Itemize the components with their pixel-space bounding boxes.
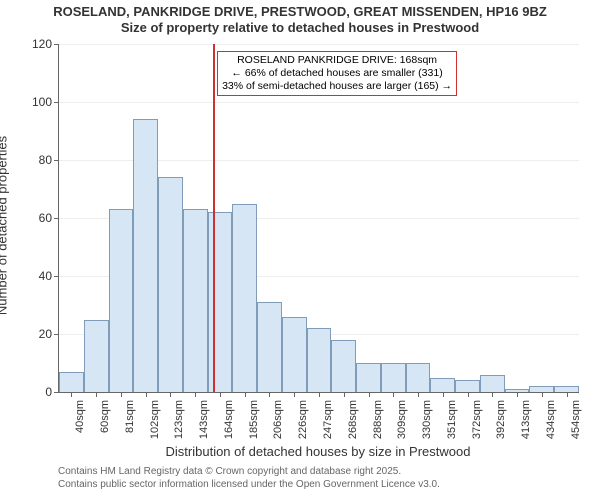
histogram-bar <box>381 363 406 392</box>
ytick-mark <box>54 334 59 335</box>
title-line-2: Size of property relative to detached ho… <box>0 20 600 36</box>
xtick-label: 226sqm <box>297 400 309 439</box>
xtick-label: 413sqm <box>520 400 532 439</box>
xtick-mark <box>170 392 171 397</box>
ytick-mark <box>54 102 59 103</box>
ytick-mark <box>54 160 59 161</box>
xtick-label: 164sqm <box>223 400 235 439</box>
annotation-box: ROSELAND PANKRIDGE DRIVE: 168sqm← 66% of… <box>217 51 457 96</box>
xtick-mark <box>443 392 444 397</box>
footer-attribution: Contains HM Land Registry data © Crown c… <box>58 466 440 491</box>
histogram-bar <box>282 317 307 392</box>
histogram-bar <box>430 378 455 393</box>
xtick-mark <box>220 392 221 397</box>
title-line-1: ROSELAND, PANKRIDGE DRIVE, PRESTWOOD, GR… <box>0 4 600 20</box>
chart-container: ROSELAND, PANKRIDGE DRIVE, PRESTWOOD, GR… <box>0 0 600 500</box>
footer-line-1: Contains HM Land Registry data © Crown c… <box>58 466 440 479</box>
xtick-label: 330sqm <box>421 400 433 439</box>
xtick-mark <box>344 392 345 397</box>
ytick-mark <box>54 44 59 45</box>
xtick-label: 288sqm <box>372 400 384 439</box>
histogram-bar <box>158 177 183 392</box>
xtick-mark <box>245 392 246 397</box>
histogram-bar <box>455 380 480 392</box>
histogram-bar <box>307 328 332 392</box>
gridline <box>59 44 579 45</box>
plot-area: ROSELAND PANKRIDGE DRIVE: 168sqm← 66% of… <box>58 44 579 393</box>
xtick-mark <box>121 392 122 397</box>
xtick-label: 268sqm <box>347 400 359 439</box>
ytick-label: 120 <box>0 37 52 51</box>
xtick-mark <box>492 392 493 397</box>
xtick-label: 309sqm <box>396 400 408 439</box>
xtick-label: 143sqm <box>198 400 210 439</box>
histogram-bar <box>133 119 158 392</box>
xtick-label: 247sqm <box>322 400 334 439</box>
xtick-label: 185sqm <box>248 400 260 439</box>
xtick-mark <box>542 392 543 397</box>
xtick-label: 392sqm <box>495 400 507 439</box>
xtick-mark <box>294 392 295 397</box>
ytick-label: 20 <box>0 327 52 341</box>
annotation-line-3: 33% of semi-detached houses are larger (… <box>222 80 452 93</box>
histogram-bar <box>356 363 381 392</box>
xtick-mark <box>393 392 394 397</box>
footer-line-2: Contains public sector information licen… <box>58 479 440 492</box>
xtick-label: 60sqm <box>99 400 111 433</box>
xtick-mark <box>567 392 568 397</box>
chart-title: ROSELAND, PANKRIDGE DRIVE, PRESTWOOD, GR… <box>0 0 600 35</box>
histogram-bar <box>59 372 84 392</box>
xtick-label: 123sqm <box>173 400 185 439</box>
xtick-label: 81sqm <box>124 400 136 433</box>
xtick-mark <box>71 392 72 397</box>
xtick-mark <box>319 392 320 397</box>
ytick-label: 80 <box>0 153 52 167</box>
x-axis-label: Distribution of detached houses by size … <box>58 444 578 459</box>
reference-marker-line <box>213 44 215 392</box>
ytick-mark <box>54 392 59 393</box>
histogram-bar <box>331 340 356 392</box>
xtick-mark <box>146 392 147 397</box>
ytick-label: 60 <box>0 211 52 225</box>
xtick-label: 40sqm <box>74 400 86 433</box>
xtick-mark <box>369 392 370 397</box>
ytick-label: 40 <box>0 269 52 283</box>
xtick-mark <box>517 392 518 397</box>
ytick-mark <box>54 276 59 277</box>
xtick-label: 454sqm <box>570 400 582 439</box>
xtick-label: 102sqm <box>149 400 161 439</box>
xtick-mark <box>269 392 270 397</box>
gridline <box>59 102 579 103</box>
histogram-bar <box>183 209 208 392</box>
histogram-bar <box>480 375 505 392</box>
xtick-mark <box>195 392 196 397</box>
xtick-label: 351sqm <box>446 400 458 439</box>
ytick-label: 0 <box>0 385 52 399</box>
histogram-bar <box>208 212 233 392</box>
histogram-bar <box>232 204 257 393</box>
xtick-label: 206sqm <box>272 400 284 439</box>
annotation-line-1: ROSELAND PANKRIDGE DRIVE: 168sqm <box>222 54 452 67</box>
xtick-mark <box>418 392 419 397</box>
histogram-bar <box>109 209 134 392</box>
xtick-label: 372sqm <box>471 400 483 439</box>
xtick-label: 434sqm <box>545 400 557 439</box>
histogram-bar <box>257 302 282 392</box>
ytick-label: 100 <box>0 95 52 109</box>
histogram-bar <box>406 363 431 392</box>
xtick-mark <box>468 392 469 397</box>
annotation-line-2: ← 66% of detached houses are smaller (33… <box>222 67 452 80</box>
ytick-mark <box>54 218 59 219</box>
xtick-mark <box>96 392 97 397</box>
histogram-bar <box>84 320 109 393</box>
